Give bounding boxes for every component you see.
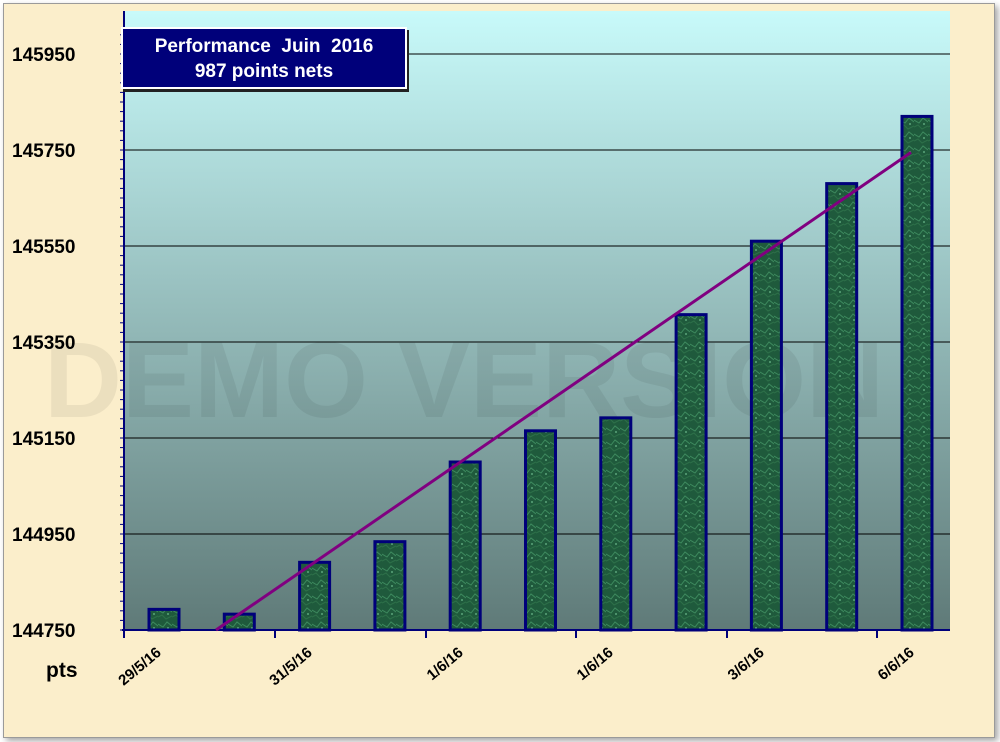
trendline [215,151,912,632]
bar [825,182,859,632]
y-tick-label: 145350 [12,333,75,354]
bar [373,540,407,632]
x-tick-label: 3/6/16 [725,644,768,684]
y-tick-label: 144950 [12,525,75,546]
y-tick-label: 145150 [12,429,75,450]
chart-svg: DEMO VERSION 144750 144950 145150 145350 145… [12,11,950,689]
y-tick-label: 145750 [12,141,75,162]
bar [674,313,708,632]
chart-title-box: Performance Juin 2016 987 points nets [121,27,407,89]
y-tick-labels: 144750 144950 145150 145350 145550 145750 1459… [12,45,75,642]
trendline-group [215,151,912,632]
x-tick-label: 1/6/16 [424,644,467,684]
x-tick-label: 31/5/16 [266,644,315,689]
chart-title: Performance Juin 2016 [154,36,374,57]
bar [749,239,783,632]
x-tick-label: 29/5/16 [115,644,164,689]
y-tick-label: 144750 [12,621,75,642]
y-tick-label: 145950 [12,45,75,66]
chart-subtitle: 987 points nets [194,61,334,82]
bar [298,560,332,632]
bars [147,114,934,632]
bar [599,416,633,632]
x-tick-label: 6/6/16 [875,644,918,684]
bar [900,114,934,632]
y-axis-unit-label: pts [46,659,78,682]
x-tick-label: 1/6/16 [574,644,617,684]
bar [147,607,181,632]
bar [524,429,557,632]
y-tick-label: 145550 [12,237,75,258]
watermark: DEMO VERSION [44,319,884,440]
bar [448,460,482,632]
x-tick-labels: 29/5/16 31/5/16 1/6/16 1/6/16 3/6/16 6/6/16 [115,644,917,689]
chart-frame: DEMO VERSION 144750 144950 145150 145350 145… [3,3,995,738]
